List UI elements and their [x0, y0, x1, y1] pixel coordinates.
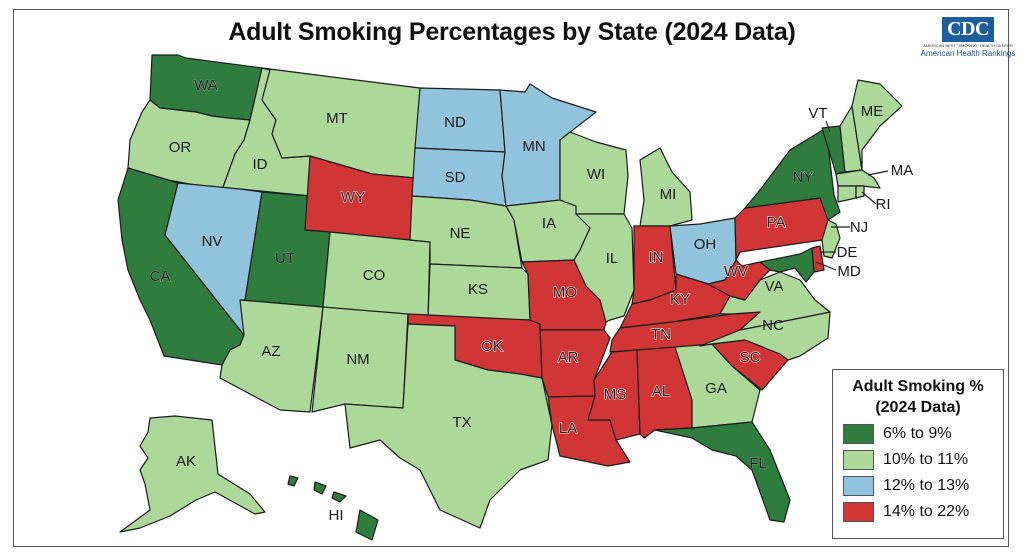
cdc-logo-subtext: AMERICAN BEST "SMOKING" HEALTH CENTER — [923, 43, 1013, 48]
label-GA: GA — [705, 380, 727, 397]
state-MA[interactable] — [835, 169, 881, 189]
label-TX: TX — [452, 414, 471, 431]
leader-RI — [861, 191, 877, 205]
legend-swatch-dark-green — [843, 424, 874, 444]
label-NE: NE — [450, 225, 471, 242]
cdc-logo: CDC AMERICAN BEST "SMOKING" HEALTH CENTE… — [918, 17, 1018, 58]
cdc-logo-name: American Health Rankings — [920, 49, 1016, 58]
state-HI-oahu[interactable] — [331, 491, 347, 503]
label-SC: SC — [740, 349, 761, 366]
legend-swatch-blue — [843, 476, 874, 496]
legend-label: 6% to 9% — [883, 425, 952, 442]
label-SD: SD — [445, 169, 466, 186]
label-VA: VA — [765, 278, 784, 295]
label-IN: IN — [649, 249, 664, 266]
state-WI[interactable] — [559, 131, 629, 215]
label-LA: LA — [559, 420, 577, 437]
legend-swatch-red — [843, 502, 874, 522]
label-ME: ME — [861, 103, 884, 120]
state-HI[interactable] — [287, 475, 299, 487]
state-MD[interactable] — [759, 247, 815, 283]
state-FL[interactable] — [654, 421, 791, 523]
label-UT: UT — [275, 250, 295, 267]
label-MN: MN — [522, 138, 545, 155]
label-VT: VT — [808, 105, 827, 122]
legend-label: 10% to 11% — [883, 451, 969, 468]
state-MT[interactable] — [261, 67, 421, 179]
legend-item: 12% to 13% — [843, 476, 1003, 496]
label-AZ: AZ — [261, 343, 280, 360]
legend-label: 12% to 13% — [883, 477, 970, 494]
label-WI: WI — [587, 166, 605, 183]
state-IL[interactable] — [573, 213, 635, 323]
label-MT: MT — [326, 110, 348, 127]
state-CT[interactable] — [837, 185, 857, 203]
label-AK: AK — [176, 453, 196, 470]
label-IL: IL — [606, 250, 619, 267]
legend: Adult Smoking % (2024 Data) 6% to 9% 10%… — [832, 369, 1004, 539]
state-HI-maui[interactable] — [313, 481, 327, 495]
state-HI-big-island[interactable] — [355, 509, 379, 541]
label-NC: NC — [762, 317, 784, 334]
label-OK: OK — [481, 338, 503, 355]
legend-item: 10% to 11% — [843, 450, 1003, 470]
state-AZ[interactable] — [219, 299, 324, 413]
legend-title-line2: (2024 Data) — [875, 399, 961, 416]
label-AL: AL — [652, 383, 670, 400]
state-RI[interactable] — [855, 185, 865, 199]
label-MS: MS — [604, 386, 627, 403]
leader-VT — [825, 120, 831, 133]
legend-item: 14% to 22% — [843, 502, 1003, 522]
label-MD: MD — [837, 263, 860, 280]
label-CO: CO — [363, 267, 386, 284]
label-NV: NV — [202, 233, 223, 250]
legend-title: Adult Smoking % (2024 Data) — [833, 376, 1003, 418]
label-MA: MA — [891, 162, 914, 179]
leader-MA — [867, 170, 889, 176]
state-ME[interactable] — [851, 79, 903, 171]
label-HI: HI — [329, 507, 344, 524]
label-KY: KY — [670, 291, 690, 308]
label-RI: RI — [876, 196, 891, 213]
label-FL: FL — [749, 455, 767, 472]
label-NJ: NJ — [850, 219, 868, 236]
label-WY: WY — [341, 189, 365, 206]
label-PA: PA — [767, 214, 786, 231]
map-title: Adult Smoking Percentages by State (2024… — [228, 18, 796, 46]
legend-label: 14% to 22% — [883, 503, 970, 520]
leader-MD — [815, 261, 837, 271]
label-ID: ID — [253, 156, 268, 173]
state-TX[interactable] — [344, 323, 553, 529]
cdc-logo-mark: CDC — [942, 17, 994, 42]
label-NM: NM — [346, 351, 369, 368]
legend-title-line1: Adult Smoking % — [852, 378, 984, 395]
label-WV: WV — [724, 263, 748, 280]
label-NY: NY — [793, 169, 814, 186]
label-IA: IA — [542, 215, 556, 232]
label-OH: OH — [694, 236, 717, 253]
label-MO: MO — [553, 284, 577, 301]
label-DE: DE — [837, 244, 858, 261]
label-AR: AR — [558, 349, 579, 366]
state-MI[interactable] — [639, 147, 693, 227]
label-WA: WA — [194, 77, 218, 94]
label-OR: OR — [169, 139, 192, 156]
legend-swatch-light-green — [843, 450, 874, 470]
legend-item: 6% to 9% — [843, 424, 1003, 444]
label-KS: KS — [468, 281, 488, 298]
state-AK[interactable] — [119, 415, 266, 533]
label-CA: CA — [150, 268, 171, 285]
label-ND: ND — [444, 114, 466, 131]
label-TN: TN — [651, 326, 671, 343]
state-NJ[interactable] — [821, 219, 841, 259]
label-MI: MI — [660, 186, 677, 203]
state-NY[interactable] — [744, 127, 841, 221]
